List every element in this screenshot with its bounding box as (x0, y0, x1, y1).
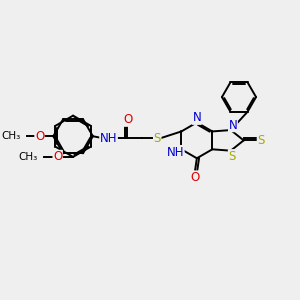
Text: S: S (257, 134, 265, 147)
Text: O: O (53, 150, 62, 164)
Text: CH₃: CH₃ (2, 131, 21, 141)
Text: NH: NH (100, 133, 117, 146)
Text: N: N (229, 118, 237, 132)
Text: O: O (124, 113, 133, 126)
Text: NH: NH (167, 146, 184, 159)
Text: S: S (228, 150, 236, 163)
Text: CH₃: CH₃ (18, 152, 38, 162)
Text: O: O (35, 130, 44, 143)
Text: O: O (190, 171, 199, 184)
Text: S: S (154, 132, 161, 145)
Text: N: N (193, 111, 201, 124)
